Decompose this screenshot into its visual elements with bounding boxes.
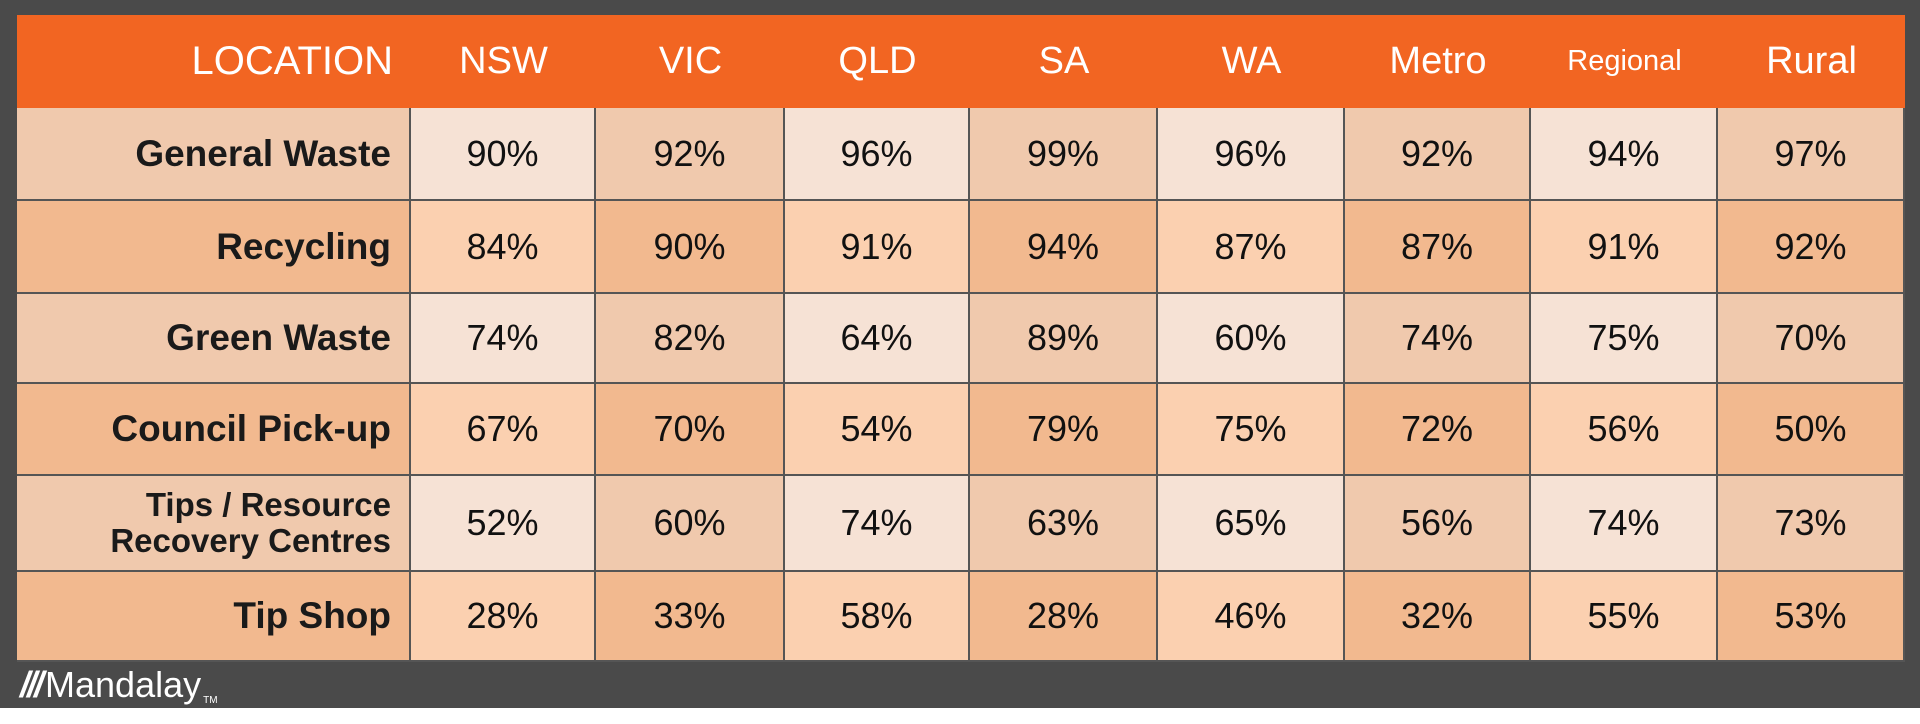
table-cell: 60%	[1158, 294, 1345, 384]
table-cell: 89%	[970, 294, 1158, 384]
table-cell: 52%	[411, 476, 596, 572]
column-header: VIC	[596, 15, 785, 108]
table-cell: 94%	[1531, 108, 1718, 201]
table-cell: 73%	[1718, 476, 1905, 572]
logo-text: Mandalay	[45, 664, 202, 705]
table-cell: 58%	[785, 572, 970, 662]
column-header: Rural	[1718, 15, 1905, 108]
logo-mark: ///	[20, 664, 44, 705]
table-cell: 92%	[1345, 108, 1531, 201]
table-cell: 84%	[411, 201, 596, 294]
table-cell: 99%	[970, 108, 1158, 201]
table-cell: 79%	[970, 384, 1158, 476]
table-cell: 64%	[785, 294, 970, 384]
table-cell: 74%	[1531, 476, 1718, 572]
table-cell: 46%	[1158, 572, 1345, 662]
table-cell: 92%	[1718, 201, 1905, 294]
row-label: Tip Shop	[17, 572, 411, 662]
table-cell: 87%	[1345, 201, 1531, 294]
table: LOCATION NSW VIC QLD SA WA Metro Regional Rural G…	[17, 15, 1905, 662]
table-cell: 96%	[1158, 108, 1345, 201]
table-cell: 90%	[411, 108, 596, 201]
row-label: Council Pick-up	[17, 384, 411, 476]
table-cell: 74%	[785, 476, 970, 572]
table-cell: 28%	[411, 572, 596, 662]
table-cell: 72%	[1345, 384, 1531, 476]
table-cell: 74%	[411, 294, 596, 384]
table-cell: 92%	[596, 108, 785, 201]
table-cell: 75%	[1531, 294, 1718, 384]
table-cell: 65%	[1158, 476, 1345, 572]
table-cell: 56%	[1531, 384, 1718, 476]
column-header: Metro	[1345, 15, 1531, 108]
table-cell: 82%	[596, 294, 785, 384]
table-cell: 94%	[970, 201, 1158, 294]
column-header: WA	[1158, 15, 1345, 108]
row-label: Recycling	[17, 201, 411, 294]
table-cell: 97%	[1718, 108, 1905, 201]
table-cell: 75%	[1158, 384, 1345, 476]
row-label: Green Waste	[17, 294, 411, 384]
table-cell: 74%	[1345, 294, 1531, 384]
trademark: TM	[203, 695, 218, 706]
background: LOCATION NSW VIC QLD SA WA Metro Regional Rural G…	[0, 0, 1920, 708]
table-cell: 32%	[1345, 572, 1531, 662]
logo: /// Mandalay TM	[20, 664, 218, 706]
table-cell: 60%	[596, 476, 785, 572]
table-cell: 96%	[785, 108, 970, 201]
column-header: LOCATION	[17, 15, 411, 108]
column-header: Regional	[1531, 15, 1718, 108]
table-cell: 33%	[596, 572, 785, 662]
table-cell: 56%	[1345, 476, 1531, 572]
table-cell: 91%	[1531, 201, 1718, 294]
table-cell: 50%	[1718, 384, 1905, 476]
table-cell: 70%	[596, 384, 785, 476]
table-cell: 70%	[1718, 294, 1905, 384]
table-cell: 54%	[785, 384, 970, 476]
table-cell: 67%	[411, 384, 596, 476]
column-header: QLD	[785, 15, 970, 108]
column-header: NSW	[411, 15, 596, 108]
table-cell: 55%	[1531, 572, 1718, 662]
table-cell: 87%	[1158, 201, 1345, 294]
column-header: SA	[970, 15, 1158, 108]
table-cell: 91%	[785, 201, 970, 294]
table-cell: 90%	[596, 201, 785, 294]
table-cell: 28%	[970, 572, 1158, 662]
table-cell: 53%	[1718, 572, 1905, 662]
row-label: Tips / Resource Recovery Centres	[17, 476, 411, 572]
table-cell: 63%	[970, 476, 1158, 572]
row-label: General Waste	[17, 108, 411, 201]
